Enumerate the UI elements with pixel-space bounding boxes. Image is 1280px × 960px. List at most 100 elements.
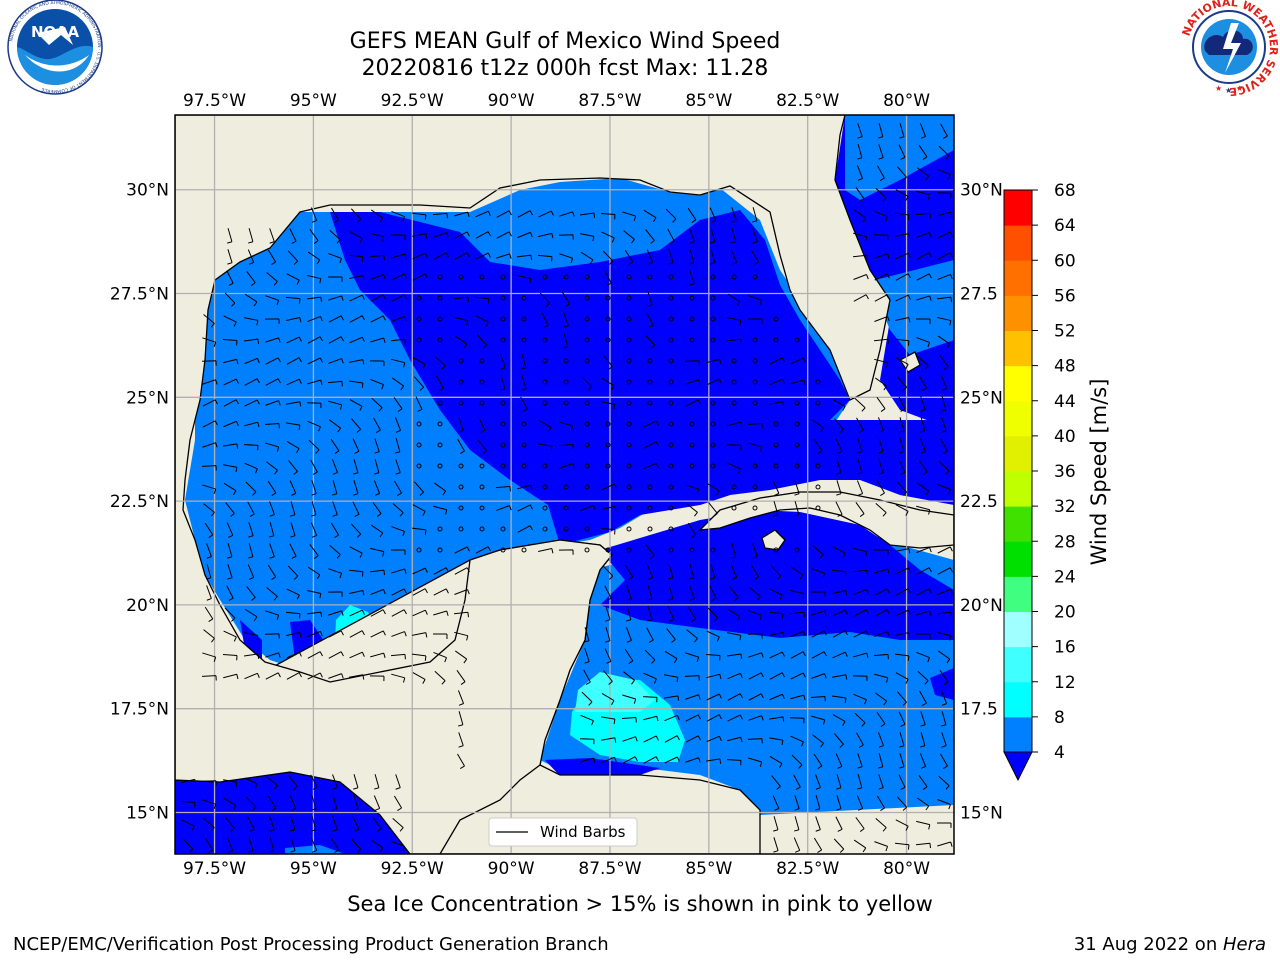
wind-barb-533	[517, 525, 533, 533]
wind-barb-237	[223, 358, 239, 365]
wind-barb-114	[327, 276, 343, 282]
wind-barb-97	[624, 249, 634, 265]
wind-barb-145	[328, 295, 344, 301]
wind-barb-calm-509	[752, 505, 758, 511]
wind-barb-224	[644, 334, 656, 349]
wind-barb-487	[290, 501, 296, 517]
wind-barb-740	[412, 672, 426, 684]
wind-barb-826	[726, 759, 742, 766]
wind-barb-735	[307, 672, 323, 680]
wind-barb-309	[328, 400, 343, 410]
wind-barb-517	[916, 505, 931, 515]
wind-barb-821	[622, 756, 638, 764]
wind-barb-310	[349, 399, 363, 411]
wind-barb-274	[307, 379, 323, 385]
wind-barb-240	[286, 357, 302, 365]
wind-barb-143	[285, 296, 301, 304]
wind-barb-calm-353	[500, 421, 506, 427]
wind-barb-322	[601, 401, 616, 410]
wind-barb-calm-427	[542, 463, 548, 469]
wind-barb-376	[223, 443, 239, 449]
wind-barb-calm-249	[479, 358, 485, 364]
wind-barb-40	[731, 207, 737, 223]
wind-barb-862	[289, 795, 297, 811]
wind-barb-497	[496, 505, 512, 511]
wind-barb-587	[391, 568, 407, 574]
wind-barb-355	[538, 420, 552, 433]
wind-barb-46	[937, 211, 953, 217]
wind-barb-127	[604, 270, 612, 286]
wind-barb-268	[939, 355, 949, 370]
wind-barb-112	[286, 273, 300, 285]
wind-barb-50	[289, 228, 297, 244]
wind-barb-calm-214	[437, 337, 443, 343]
lat-tick-right-4: 20°N	[960, 596, 1003, 616]
wind-barb-calm-508	[731, 505, 737, 511]
wind-barb-872	[856, 795, 864, 811]
wind-barb-264	[790, 357, 806, 365]
wind-barb-187	[541, 312, 549, 328]
wind-barb-668	[203, 629, 215, 643]
wind-barb-875	[916, 797, 930, 811]
wind-barb-calm-158	[605, 295, 611, 301]
wind-barb-88	[433, 252, 449, 260]
wind-barb-428	[559, 463, 575, 469]
wind-barb-779	[940, 690, 948, 706]
wind-barb-284	[521, 375, 527, 391]
wind-barb-600	[790, 566, 804, 580]
wind-barb-908	[773, 837, 779, 853]
wind-barb-414	[266, 461, 278, 475]
wind-barb-559	[558, 549, 574, 555]
wind-barb-484	[225, 502, 235, 517]
wind-barb-745	[623, 671, 635, 685]
wind-barb-886	[372, 817, 382, 832]
wind-barb-654	[667, 606, 675, 622]
wind-barb-calm-128	[626, 274, 632, 280]
wind-barb-687	[706, 630, 720, 642]
wind-barb-595	[689, 564, 695, 580]
wind-barb-830	[813, 753, 823, 769]
wind-barb-calm-262	[752, 358, 758, 364]
wind-barb-42	[854, 209, 867, 223]
wind-barb-711	[455, 650, 468, 664]
wind-barb-84	[348, 254, 364, 262]
wind-barb-calm-538	[626, 526, 632, 532]
wind-barb-calm-532	[500, 526, 506, 532]
wind-barb-420	[395, 459, 401, 475]
wind-barb-69	[689, 228, 695, 244]
wind-barb-calm-463	[542, 484, 548, 490]
wind-barb-336	[898, 396, 906, 412]
wind-barb-283	[500, 375, 506, 391]
wind-barb-calm-397	[668, 442, 674, 448]
wind-barb-52	[329, 229, 341, 244]
wind-barb-703	[286, 651, 302, 659]
wind-barb-241	[307, 357, 323, 365]
wind-barb-627	[729, 586, 739, 601]
wind-barb-144	[306, 296, 323, 303]
lat-tick-left-5: 17.5°N	[110, 700, 169, 720]
wind-barb-614	[327, 591, 343, 597]
wind-barb-calm-195	[710, 316, 716, 322]
wind-barb-79	[247, 249, 255, 265]
wind-barb-131	[689, 270, 695, 286]
wind-barb-481	[917, 482, 930, 496]
wind-barb-calm-223	[626, 337, 632, 343]
colorbar-segment-36-40	[1004, 435, 1032, 472]
wind-barb-341	[244, 421, 260, 428]
footer-left: NCEP/EMC/Verification Post Processing Pr…	[13, 934, 609, 955]
wind-barb-calm-331	[794, 400, 800, 406]
wind-barb-729	[937, 650, 951, 664]
wind-barb-175	[286, 316, 302, 323]
colorbar-under-triangle	[1003, 751, 1033, 782]
wind-barb-165	[748, 295, 763, 306]
wind-barb-747	[664, 674, 679, 683]
wind-barb-576	[916, 547, 932, 553]
wind-barb-833	[878, 753, 884, 769]
wind-barb-752	[769, 672, 785, 680]
wind-barb-calm-426	[521, 463, 527, 469]
svg-text:★: ★	[1215, 84, 1222, 93]
wind-barb-763	[601, 693, 615, 706]
wind-barb-94	[559, 253, 574, 264]
wind-barb-338	[941, 396, 947, 412]
wind-barb-3	[920, 123, 926, 139]
